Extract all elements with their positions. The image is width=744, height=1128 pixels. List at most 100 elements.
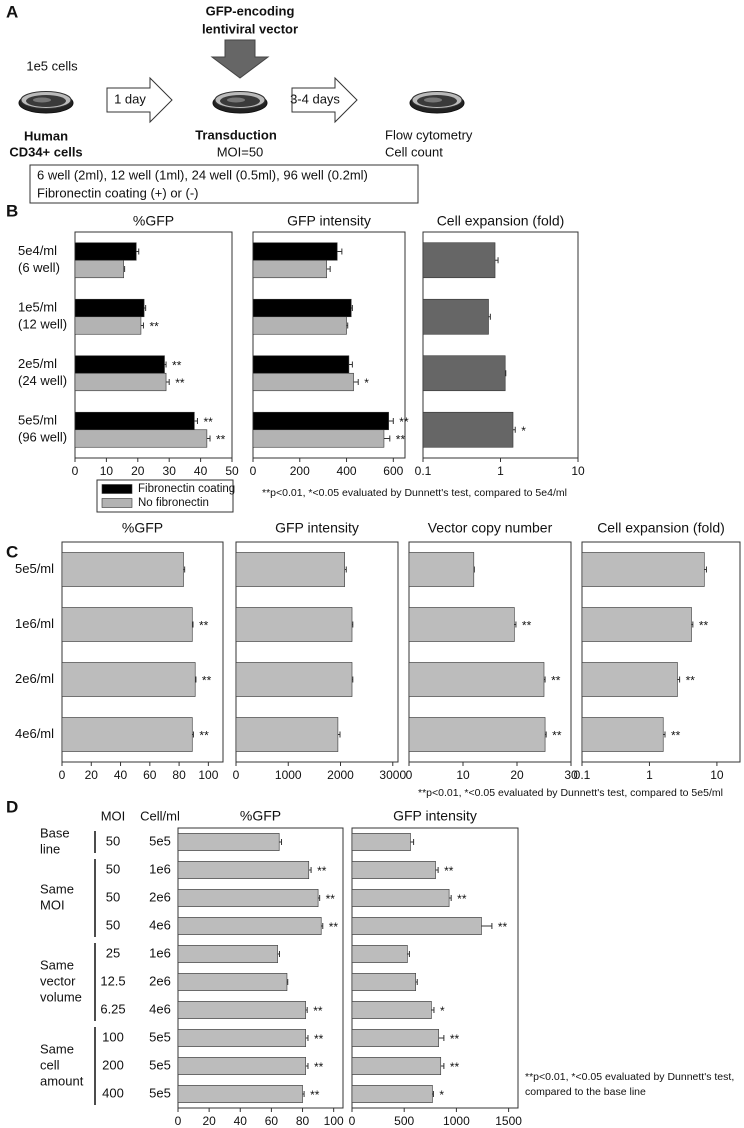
error-bar	[277, 951, 280, 957]
significance-label: **	[522, 619, 532, 633]
panel-label: D	[6, 797, 18, 816]
error-bar	[140, 322, 144, 329]
transduction-label: Transduction	[195, 127, 277, 142]
cell-value: 5e5	[149, 1085, 171, 1100]
bar	[235, 552, 345, 587]
bar	[235, 662, 353, 697]
x-tick-label: 400	[337, 464, 357, 478]
chart-title: %GFP	[133, 213, 174, 229]
error-bar	[164, 361, 167, 368]
bar	[177, 1001, 306, 1019]
bar	[252, 298, 352, 318]
bar	[177, 917, 322, 935]
error-bar	[136, 248, 140, 255]
bar	[252, 316, 347, 335]
dish	[409, 91, 465, 114]
readout-label: Cell count	[385, 144, 443, 159]
cell-value: 5e5	[149, 1057, 171, 1072]
moi-value: 100	[102, 1029, 124, 1044]
bar	[61, 717, 193, 752]
error-bar	[353, 379, 359, 386]
significance-label: **	[310, 1088, 320, 1102]
x-tick-label: 80	[172, 768, 186, 782]
y-tick-label: 5e5/ml	[18, 413, 57, 428]
bar	[74, 372, 167, 392]
y-tick-label: 5e5/ml	[15, 561, 54, 576]
error-bar	[192, 621, 194, 628]
error-bar	[407, 951, 410, 957]
significance-label: **	[149, 320, 159, 334]
significance-label: **	[314, 1032, 324, 1046]
group-label: Same	[40, 1041, 74, 1056]
bar	[351, 973, 416, 991]
panel-label: B	[6, 201, 18, 220]
x-tick-label: 80	[296, 1114, 310, 1128]
significance-label: *	[440, 1004, 445, 1018]
x-tick-label: 100	[324, 1114, 344, 1128]
x-tick-label: 60	[265, 1114, 279, 1128]
bar	[74, 355, 165, 374]
bar	[422, 411, 514, 448]
x-tick-label: 1	[497, 464, 504, 478]
error-bar	[545, 731, 547, 738]
chart-title: GFP intensity	[287, 213, 371, 229]
significance-label: **	[175, 376, 185, 390]
bar	[252, 355, 350, 374]
significance-label: **	[199, 619, 209, 633]
step-arrow	[291, 76, 358, 124]
significance-label: **	[203, 415, 213, 429]
x-tick-label: 10	[456, 768, 470, 782]
footnote: compared to the base line	[525, 1086, 646, 1098]
cell-value: 4e6	[149, 1001, 171, 1016]
error-bar	[435, 867, 439, 873]
x-tick-label: 1000	[275, 768, 302, 782]
bar	[235, 717, 339, 752]
x-tick-label: 40	[234, 1114, 248, 1128]
error-bar	[495, 257, 499, 264]
x-tick-label: 0	[349, 1114, 356, 1128]
moi-value: 50	[106, 889, 120, 904]
x-tick-label: 0.1	[415, 464, 432, 478]
x-tick-label: 2000	[327, 768, 354, 782]
error-bar	[305, 1007, 308, 1013]
bar	[581, 662, 678, 697]
plot-frame	[61, 541, 224, 763]
error-bar	[195, 676, 197, 683]
moi-value: 50	[106, 861, 120, 876]
error-bar	[440, 1063, 445, 1069]
significance-label: **	[457, 892, 467, 906]
step-label: 3-4 days	[290, 91, 340, 106]
error-bar	[488, 313, 491, 320]
error-bar	[481, 923, 493, 929]
significance-label: **	[329, 920, 339, 934]
significance-label: **	[450, 1032, 460, 1046]
error-bar	[192, 731, 194, 738]
significance-label: *	[439, 1088, 444, 1102]
bar	[252, 429, 385, 448]
significance-label: *	[364, 376, 369, 390]
chart-title: GFP intensity	[275, 520, 359, 536]
bar	[74, 411, 195, 431]
bar	[351, 945, 408, 963]
error-bar	[318, 895, 321, 901]
step-label: 1 day	[114, 91, 146, 106]
error-bar	[388, 417, 394, 424]
y-tick-label: 4e6/ml	[15, 726, 54, 741]
group-label: Base	[40, 825, 70, 840]
y-tick-label: (12 well)	[18, 317, 67, 332]
conditions-box	[29, 164, 419, 204]
error-bar	[286, 979, 289, 985]
bar	[581, 607, 692, 642]
bar	[351, 1029, 439, 1047]
cell-count: 1e5 cells	[26, 58, 78, 73]
x-tick-label: 10	[710, 768, 724, 782]
error-bar	[166, 379, 170, 386]
x-tick-label: 50	[225, 464, 239, 478]
moi-value: 200	[102, 1057, 124, 1072]
y-tick-label: 2e5/ml	[18, 356, 57, 371]
group-label: MOI	[40, 897, 65, 912]
cell-value: 1e6	[149, 945, 171, 960]
bar	[351, 1057, 442, 1075]
cell-value: 2e6	[149, 973, 171, 988]
moi-value: 400	[102, 1085, 124, 1100]
